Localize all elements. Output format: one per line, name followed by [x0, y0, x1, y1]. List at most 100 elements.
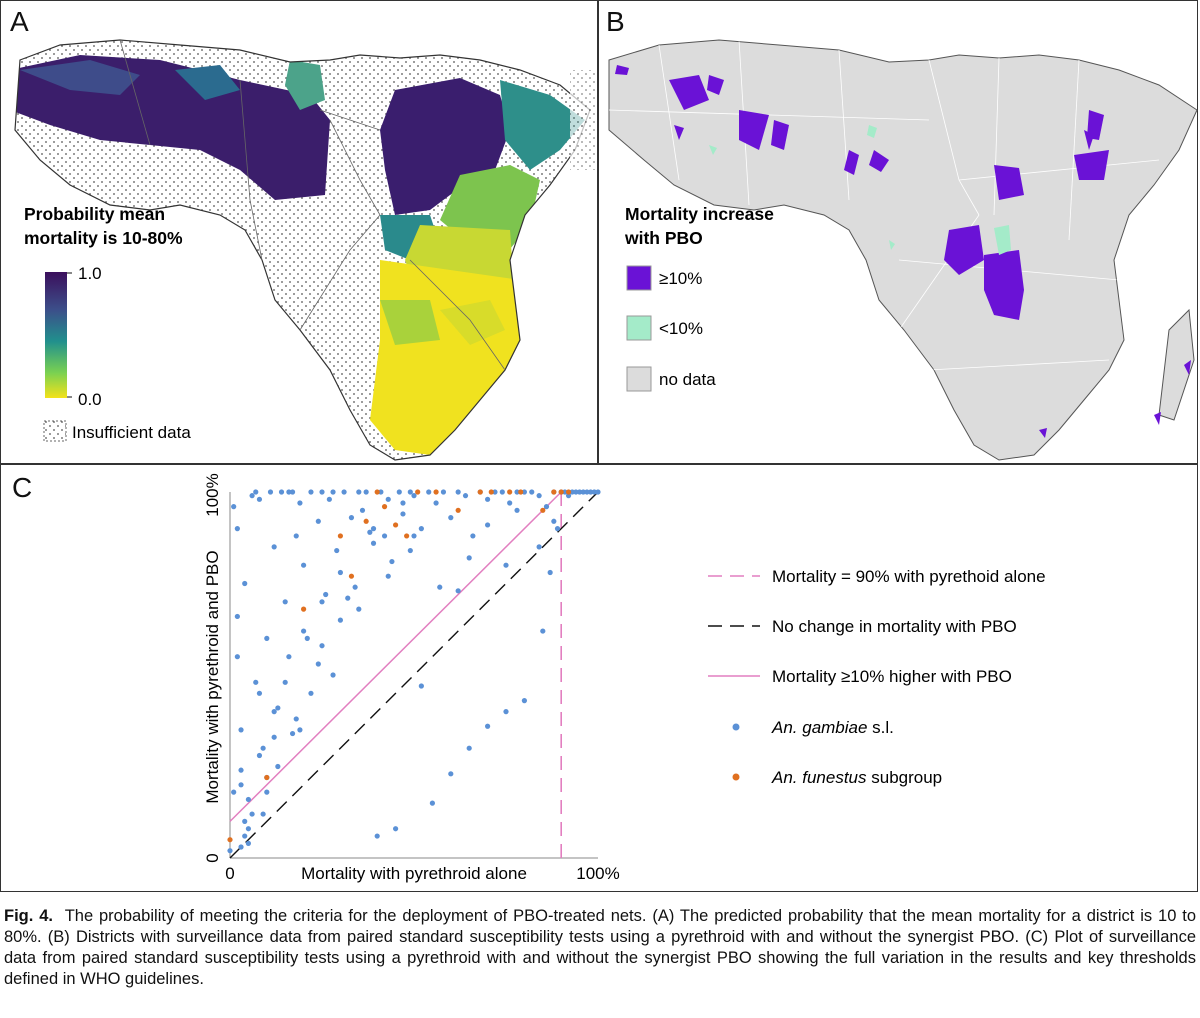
- gambiae-point: [271, 709, 277, 715]
- gambiae-point: [521, 489, 528, 495]
- gambiae-point: [569, 489, 575, 495]
- plus-10-line: [229, 491, 562, 822]
- gambiae-point: [308, 690, 314, 696]
- legend-label-nodata: no data: [659, 370, 716, 389]
- gambiae-point: [330, 672, 336, 678]
- gambiae-point: [267, 489, 274, 495]
- gambiae-point: [359, 507, 366, 513]
- gambiae-point: [345, 595, 351, 601]
- pbo-small-increase-districts: [709, 125, 1011, 255]
- gambiae-point: [429, 800, 435, 806]
- gambiae-point: [301, 562, 307, 568]
- gambiae-point: [418, 683, 424, 689]
- legend-label-high: ≥10%: [659, 269, 702, 288]
- gambiae-point: [485, 496, 491, 502]
- gambiae-point: [551, 518, 557, 524]
- gambiae-point: [234, 613, 240, 620]
- y-tick-0: 0: [203, 853, 222, 862]
- legend-funestus-marker: [732, 773, 740, 781]
- gambiae-point: [547, 569, 553, 576]
- gambiae-point: [245, 840, 251, 846]
- funestus-point: [551, 489, 557, 495]
- gambiae-point: [370, 540, 377, 546]
- panel-b-legend-title: Mortality increase: [625, 204, 774, 224]
- gambiae-point: [256, 690, 263, 696]
- gambiae-point: [286, 489, 292, 495]
- gambiae-point: [278, 489, 285, 495]
- gambiae-point: [260, 745, 266, 751]
- gambiae-point: [536, 493, 542, 499]
- gambiae-point: [507, 500, 513, 506]
- gambiae-point: [433, 500, 439, 506]
- gambiae-point: [245, 826, 251, 832]
- gambiae-point: [315, 661, 321, 667]
- panel-b-letter: B: [606, 6, 625, 37]
- legend-threshold-label: Mortality = 90% with pyrethoid alone: [772, 567, 1046, 586]
- gambiae-point: [242, 580, 248, 587]
- funestus-point: [374, 489, 380, 495]
- gambiae-point: [337, 617, 343, 623]
- insufficient-data-swatch: [43, 420, 67, 442]
- funestus-point: [381, 504, 388, 510]
- funestus-point: [488, 489, 494, 495]
- gambiae-point: [514, 489, 520, 495]
- gambiae-point: [253, 489, 259, 495]
- gambiae-point: [543, 504, 550, 510]
- funestus-point: [565, 489, 572, 495]
- gambiae-point: [231, 504, 237, 510]
- gambiae-point: [304, 635, 310, 641]
- scatter-plot: 0 100% Mortality with pyrethroid alone 0…: [203, 473, 1046, 883]
- gambiae-point: [514, 507, 520, 513]
- gambiae-point: [341, 489, 347, 495]
- gambiae-point: [282, 679, 288, 685]
- gambiae-point: [334, 547, 340, 554]
- gambiae-point: [455, 588, 461, 594]
- gambiae-point: [256, 752, 263, 759]
- gambiae-point: [577, 489, 583, 495]
- funestus-point: [518, 489, 524, 495]
- gambiae-point: [315, 518, 321, 524]
- gambiae-point: [492, 489, 498, 495]
- gambiae-point: [256, 496, 263, 502]
- gambiae-point: [485, 522, 491, 528]
- gambiae-point: [242, 833, 248, 839]
- gambiae-point: [234, 526, 240, 532]
- funestus-point: [337, 533, 343, 539]
- gambiae-point: [540, 628, 546, 634]
- gambiae-point: [573, 489, 579, 495]
- gambiae-point: [238, 782, 244, 788]
- gambiae-point: [426, 489, 432, 495]
- gambiae-point: [330, 489, 336, 495]
- funestus-point: [301, 606, 307, 612]
- gambiae-point: [455, 489, 461, 495]
- gambiae-point: [253, 679, 259, 685]
- funestus-point: [540, 507, 546, 513]
- gambiae-point: [275, 705, 281, 711]
- legend-no-change-label: No change in mortality with PBO: [772, 617, 1017, 636]
- gambiae-point: [323, 591, 329, 598]
- funestus-point: [348, 573, 355, 579]
- gambiae-point: [289, 730, 296, 737]
- gambiae-point: [485, 723, 491, 729]
- gambiae-point: [352, 584, 358, 590]
- panel-divider-horizontal: [0, 463, 1198, 465]
- gambiae-point: [271, 734, 277, 740]
- gambiae-point: [326, 496, 332, 502]
- gambiae-point: [400, 500, 406, 506]
- panel-a-letter: A: [10, 6, 29, 37]
- scale-max-label: 1.0: [78, 264, 102, 283]
- gambiae-point: [301, 628, 307, 634]
- gambiae-point: [289, 489, 296, 495]
- gambiae-point: [374, 833, 380, 839]
- gambiae-point: [462, 493, 469, 499]
- gambiae-point: [238, 844, 244, 850]
- legend-swatch-low: [626, 315, 652, 341]
- legend-gambiae-label: An. gambiae s.l.: [771, 718, 894, 737]
- gambiae-point: [448, 771, 454, 777]
- gambiae-point: [499, 489, 505, 495]
- gambiae-point: [308, 489, 314, 495]
- x-axis-label: Mortality with pyrethroid alone: [301, 864, 527, 883]
- panel-b-map: Mortality increase with PBO ≥10% <10% no…: [608, 39, 1198, 461]
- gambiae-point: [286, 654, 292, 660]
- caption-fig-label: Fig. 4.: [4, 907, 53, 925]
